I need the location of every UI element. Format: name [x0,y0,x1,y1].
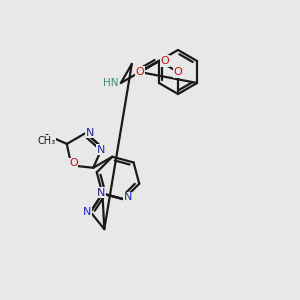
Text: O: O [69,158,78,169]
Text: CH₃: CH₃ [38,136,56,146]
Text: O: O [136,67,144,77]
Text: N: N [124,192,132,202]
Text: N: N [83,207,92,217]
Text: N: N [97,188,106,198]
Text: O: O [160,56,169,66]
Text: N: N [97,145,105,155]
Text: O: O [174,67,182,77]
Text: HN: HN [103,78,118,88]
Text: N: N [86,128,94,138]
